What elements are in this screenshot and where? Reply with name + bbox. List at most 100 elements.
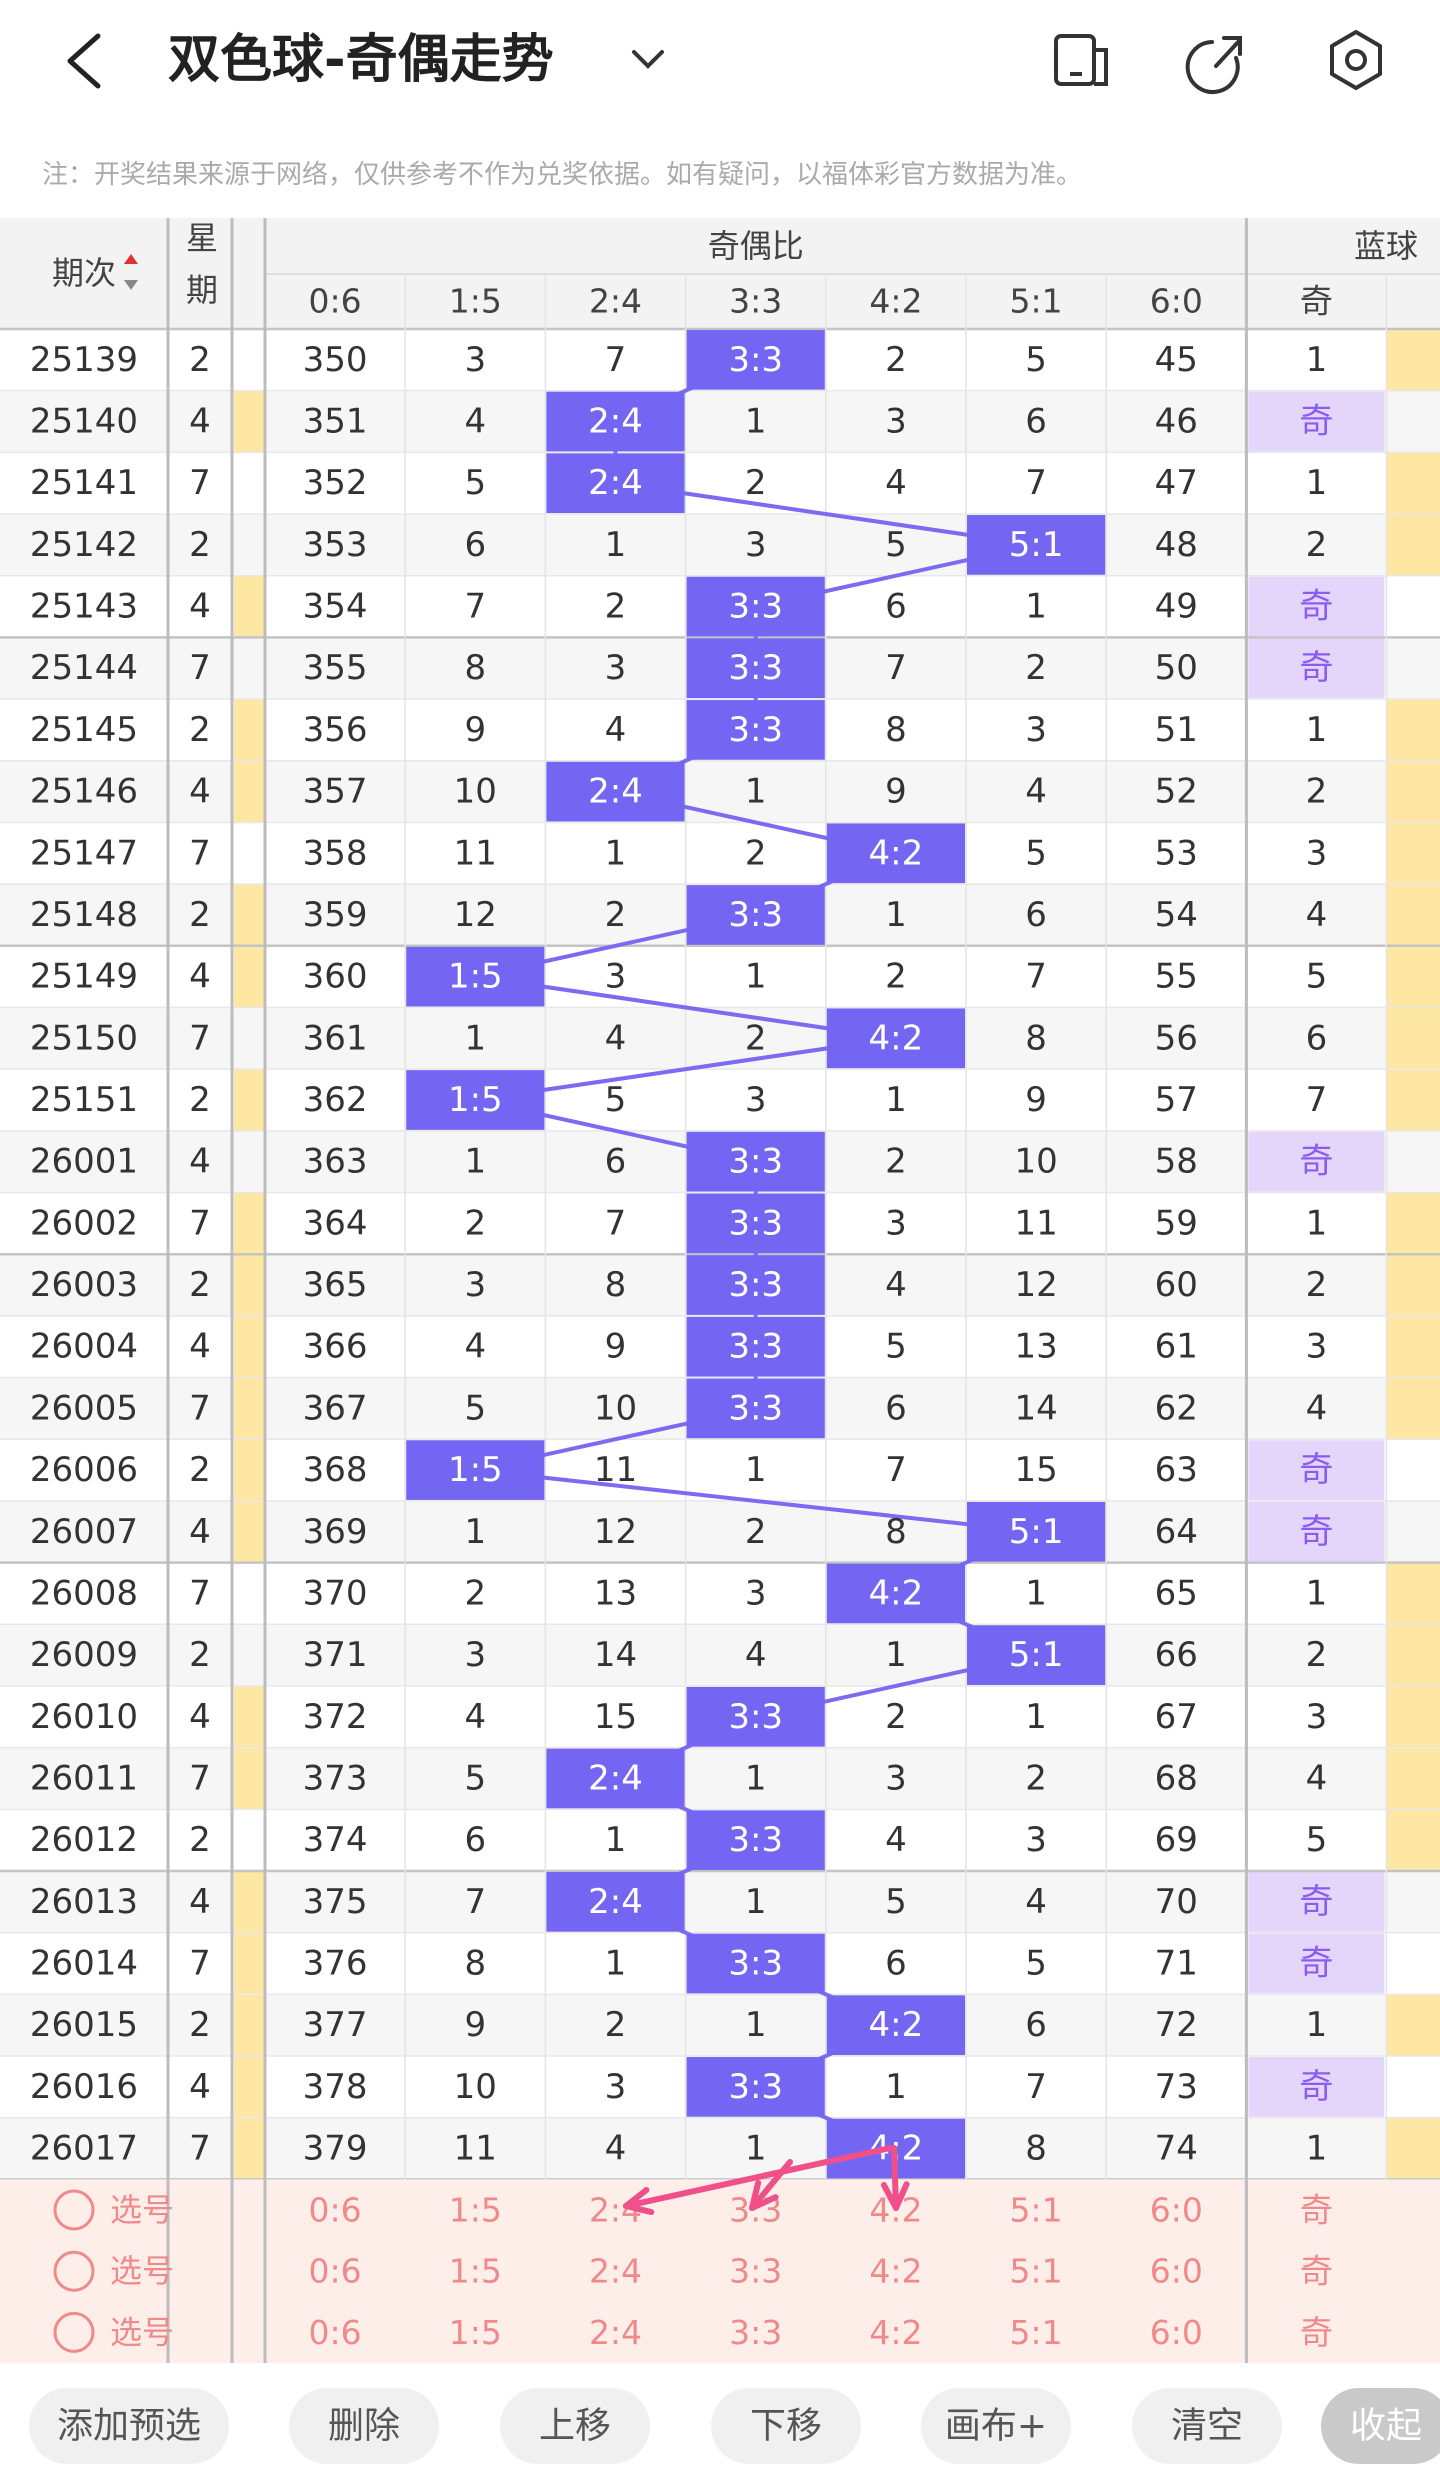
blue-value: 2: [1306, 525, 1328, 565]
ratio-miss: 53: [1155, 833, 1198, 873]
row-bg: [0, 1500, 1440, 1563]
select-cell[interactable]: 6:0: [1150, 2252, 1203, 2291]
dropdown-toggle[interactable]: [632, 50, 664, 69]
period: 26001: [30, 1142, 138, 1182]
action-button-label[interactable]: 下移: [750, 2406, 822, 2447]
blue-mark: [1386, 1377, 1440, 1440]
ratio-hit: 3:3: [728, 340, 783, 380]
ratio-miss: 9: [464, 710, 486, 750]
select-cell[interactable]: 1:5: [449, 2313, 502, 2352]
weekday-mark: [234, 1192, 264, 1255]
select-cell[interactable]: 0:6: [309, 2191, 362, 2230]
ratio-highlight: [546, 391, 685, 452]
ratio-miss: 71: [1155, 1944, 1198, 1984]
ratio-highlight: [686, 1316, 825, 1377]
select-cell[interactable]: 5:1: [1010, 2252, 1063, 2291]
select-cell[interactable]: 6:0: [1150, 2313, 1203, 2352]
ratio-highlight: [967, 1501, 1106, 1562]
ratio-hit: 3:3: [728, 1944, 783, 1984]
select-cell[interactable]: 5:1: [1010, 2313, 1063, 2352]
blue-value: 1: [1306, 1203, 1328, 1243]
blue-mark: [1386, 1254, 1440, 1316]
ratio-hit: 3:3: [728, 2067, 783, 2107]
action-button[interactable]: [711, 2388, 861, 2464]
weekday: 7: [189, 1573, 211, 1613]
action-button[interactable]: [289, 2388, 439, 2464]
ratio-miss: 4: [464, 1327, 486, 1367]
ratio-miss: 2: [885, 957, 907, 997]
select-cell[interactable]: 3:3: [729, 2252, 782, 2291]
ratio-miss: 1: [745, 2129, 767, 2169]
action-button[interactable]: [921, 2388, 1071, 2464]
blue-value: 奇: [1299, 1450, 1333, 1490]
weekday: 4: [189, 957, 211, 997]
blue-value: 奇: [1299, 1882, 1333, 1922]
weekday-mark: [234, 1994, 264, 2057]
select-cell[interactable]: 3:3: [729, 2313, 782, 2352]
select-radio[interactable]: [53, 2189, 95, 2231]
ratio-miss: 4: [885, 1820, 907, 1860]
select-cell[interactable]: 2:4: [589, 2252, 642, 2291]
select-radio[interactable]: [53, 2311, 95, 2353]
ratio-highlight: [546, 453, 685, 514]
action-button[interactable]: [1132, 2388, 1282, 2464]
action-button[interactable]: [500, 2388, 650, 2464]
select-cell[interactable]: 5:1: [1010, 2191, 1063, 2230]
select-cell[interactable]: 4:2: [869, 2313, 922, 2352]
ratio-miss: 1: [745, 1758, 767, 1798]
ratio-miss: 69: [1155, 1820, 1198, 1860]
weekday: 4: [189, 1512, 211, 1552]
back-button[interactable]: [67, 33, 101, 89]
select-cell[interactable]: 0:6: [309, 2252, 362, 2291]
ratio-miss: 7: [1025, 957, 1047, 997]
action-button-label[interactable]: 删除: [328, 2406, 400, 2447]
period: 25139: [30, 340, 138, 380]
ratio-miss: 375: [303, 1882, 368, 1922]
share-icon[interactable]: [1185, 36, 1242, 94]
action-button-label[interactable]: 添加预选: [57, 2406, 201, 2447]
select-cell[interactable]: 0:6: [309, 2313, 362, 2352]
ratio-miss: 12: [1014, 1265, 1057, 1305]
action-button-label[interactable]: 上移: [539, 2406, 611, 2447]
ratio-miss: 7: [605, 340, 627, 380]
action-button-label[interactable]: 收起: [1350, 2406, 1422, 2447]
select-cell[interactable]: 6:0: [1150, 2191, 1203, 2230]
sort-icon[interactable]: [124, 254, 138, 264]
select-cell[interactable]: 奇: [1300, 2313, 1333, 2352]
select-cell[interactable]: 奇: [1300, 2252, 1333, 2291]
ratio-miss: 367: [303, 1388, 368, 1428]
select-cell[interactable]: 2:4: [589, 2313, 642, 2352]
period: 26014: [30, 1944, 138, 1984]
ratio-miss: 7: [1025, 463, 1047, 503]
period: 25142: [30, 525, 138, 565]
ratio-hit: 5:1: [1009, 1512, 1064, 1552]
select-cell[interactable]: 1:5: [449, 2252, 502, 2291]
ratio-highlight: [686, 1378, 825, 1439]
blue-highlight: [1248, 391, 1385, 452]
blue-value: 奇: [1299, 2067, 1333, 2107]
ratio-miss: 14: [1014, 1388, 1057, 1428]
select-cell[interactable]: 4:2: [869, 2252, 922, 2291]
weekday: 4: [189, 1327, 211, 1367]
sort-icon[interactable]: [124, 280, 138, 290]
weekday: 2: [189, 895, 211, 935]
ratio-miss: 61: [1155, 1327, 1198, 1367]
action-button-label[interactable]: 清空: [1171, 2406, 1243, 2447]
action-button-label[interactable]: 画布+: [945, 2406, 1047, 2447]
select-cell[interactable]: 奇: [1300, 2191, 1333, 2230]
ratio-hit: 3:3: [728, 1697, 783, 1737]
blue-value: 3: [1306, 1697, 1328, 1737]
select-radio[interactable]: [53, 2250, 95, 2292]
ratio-hit: 2:4: [588, 1882, 643, 1922]
weekday-mark: [234, 1871, 264, 1933]
ratio-hit: 4:2: [869, 1018, 924, 1058]
layout-icon[interactable]: [1054, 34, 1108, 86]
action-button[interactable]: [29, 2388, 229, 2464]
ratio-miss: 2: [464, 1573, 486, 1613]
ratio-miss: 13: [594, 1573, 637, 1613]
ratio-hit: 1:5: [448, 957, 503, 997]
action-button[interactable]: [1321, 2388, 1440, 2464]
select-cell[interactable]: 1:5: [449, 2191, 502, 2230]
header-period: 期次: [52, 254, 116, 292]
settings-icon[interactable]: [1330, 30, 1382, 90]
